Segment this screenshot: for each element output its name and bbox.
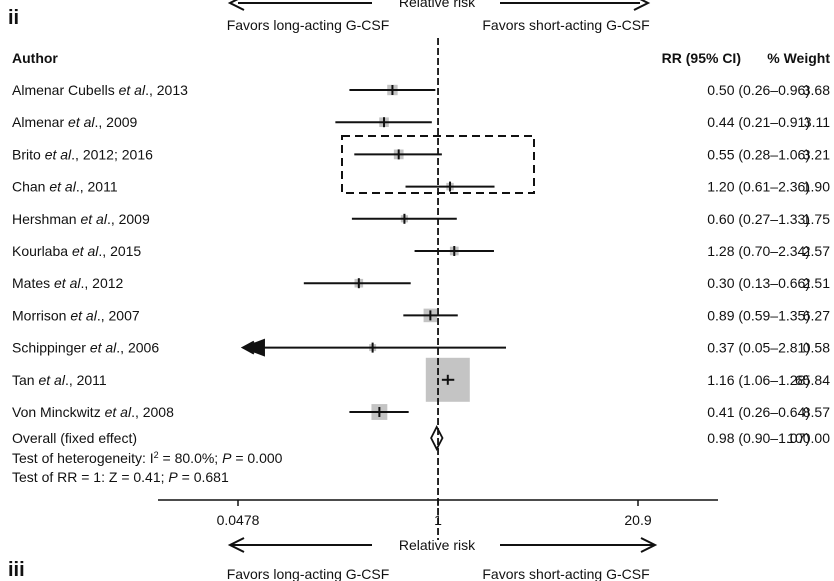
study-rows: Almenar Cubells et al., 2013 0.50 (0.26–0… <box>12 82 830 420</box>
study-ci-text: 0.41 (0.26–0.64) <box>707 404 810 420</box>
study-weight-text: 3.11 <box>804 114 830 130</box>
study-ci-text: 0.60 (0.27–1.33) <box>707 211 810 227</box>
header-rr: RR (95% CI) <box>662 50 741 66</box>
study-ci-arrow <box>240 338 265 357</box>
header-weight: % Weight <box>767 50 830 66</box>
overall-weight: 100.00 <box>787 430 830 446</box>
study-author-label: Brito et al., 2012; 2016 <box>12 146 153 162</box>
x-tick-label: 0.0478 <box>217 512 260 528</box>
study-author-label: Mates et al., 2012 <box>12 275 124 291</box>
top-favors-left: Favors long-acting G-CSF <box>227 17 390 33</box>
study-weight-text: 65.84 <box>795 372 830 388</box>
study-author-label: Hershman et al., 2009 <box>12 211 150 227</box>
study-ci-text: 0.50 (0.26–0.96) <box>707 82 810 98</box>
study-ci-text: 1.20 (0.61–2.36) <box>707 179 810 195</box>
test-rr-text: Test of RR = 1: Z = 0.41; P = 0.681 <box>12 469 229 485</box>
overall-ci: 0.98 (0.90–1.07) <box>707 430 810 446</box>
study-marks <box>240 84 506 420</box>
header-author: Author <box>12 50 58 66</box>
bottom-favors-left: Favors long-acting G-CSF <box>227 566 390 581</box>
study-author-label: Morrison et al., 2007 <box>12 307 140 323</box>
study-ci-text: 1.16 (1.06–1.28) <box>707 372 810 388</box>
bottom-favors-right: Favors short-acting G-CSF <box>482 566 649 581</box>
panel-label-top: ii <box>8 7 19 29</box>
study-author-label: Kourlaba et al., 2015 <box>12 243 141 259</box>
study-author-label: Von Minckwitz et al., 2008 <box>12 404 174 420</box>
study-author-label: Chan et al., 2011 <box>12 179 118 195</box>
study-weight-text: 2.57 <box>803 243 830 259</box>
study-author-label: Tan et al., 2011 <box>12 372 107 388</box>
bottom-axis-arrows: Relative risk <box>227 537 658 553</box>
study-ci-text: 0.89 (0.59–1.35) <box>707 307 810 323</box>
panel-label-bottom: iii <box>8 559 25 581</box>
overall-label: Overall (fixed effect) <box>12 430 137 446</box>
study-ci-text: 1.28 (0.70–2.34) <box>707 243 810 259</box>
x-axis-ticks: 0.0478120.9 <box>217 500 652 528</box>
study-author-label: Schippinger et al., 2006 <box>12 340 159 356</box>
study-weight-text: 1.90 <box>803 179 830 195</box>
study-weight-text: 2.51 <box>803 275 830 291</box>
study-ci-text: 0.44 (0.21–0.91) <box>707 114 810 130</box>
study-author-label: Almenar Cubells et al., 2013 <box>12 82 188 98</box>
x-tick-label: 20.9 <box>624 512 651 528</box>
study-weight-text: 1.75 <box>803 211 830 227</box>
study-ci-text: 0.55 (0.28–1.06) <box>707 146 810 162</box>
study-ci-text: 0.30 (0.13–0.66) <box>707 275 810 291</box>
x-axis-title: Relative risk <box>399 537 476 553</box>
top-favors-right: Favors short-acting G-CSF <box>482 17 649 33</box>
study-weight-text: 3.68 <box>803 82 830 98</box>
study-author-label: Almenar et al., 2009 <box>12 114 138 130</box>
study-weight-text: 3.21 <box>803 146 830 162</box>
overall-diamond <box>430 425 444 451</box>
study-weight-text: 6.27 <box>803 307 830 323</box>
heterogeneity-text: Test of heterogeneity: I2 = 80.0%; P = 0… <box>12 450 283 466</box>
top-axis-arrows: Relative risk <box>227 0 651 11</box>
top-axis-title: Relative risk <box>399 0 476 10</box>
study-ci-text: 0.37 (0.05–2.81) <box>707 340 810 356</box>
study-weight-text: 8.57 <box>803 404 830 420</box>
study-weight-text: 0.58 <box>803 340 830 356</box>
